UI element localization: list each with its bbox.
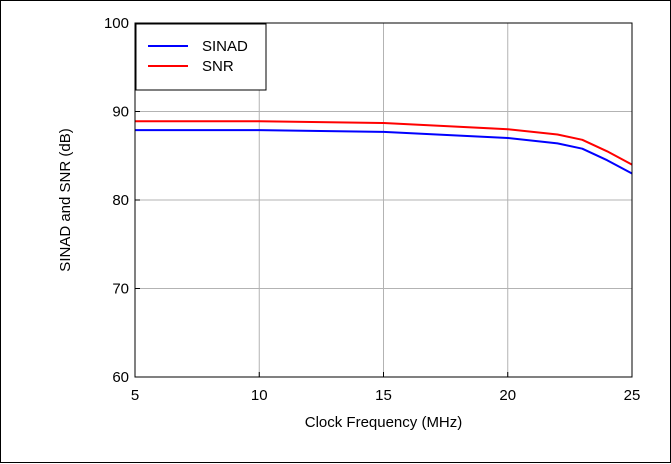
series-lines — [135, 120, 633, 175]
legend-box — [135, 23, 267, 91]
x-tick-label: 25 — [624, 387, 641, 404]
x-axis-ticks: 5 10 15 20 25 — [131, 372, 641, 404]
y-tick-label: 80 — [112, 192, 129, 209]
y-tick-label: 90 — [112, 104, 129, 121]
x-tick-label: 15 — [375, 387, 392, 404]
x-axis-label: Clock Frequency (MHz) — [305, 414, 463, 431]
legend-label-snr: SNR — [202, 58, 234, 75]
x-tick-label: 20 — [499, 387, 516, 404]
y-tick-label: 70 — [112, 281, 129, 298]
y-axis-ticks: 60 70 80 90 100 — [104, 15, 140, 386]
series-line-snr — [135, 120, 633, 166]
grid-lines — [135, 23, 632, 377]
y-axis-label: SINAD and SNR (dB) — [57, 128, 74, 271]
y-tick-label: 100 — [104, 15, 129, 32]
x-tick-label: 5 — [131, 387, 139, 404]
legend-label-sinad: SINAD — [202, 38, 248, 55]
legend: SINAD SNR — [135, 23, 267, 91]
y-tick-label: 60 — [112, 369, 129, 386]
figure-top-rule — [0, 0, 671, 1]
series-line-sinad — [135, 129, 633, 175]
x-tick-label: 10 — [251, 387, 268, 404]
